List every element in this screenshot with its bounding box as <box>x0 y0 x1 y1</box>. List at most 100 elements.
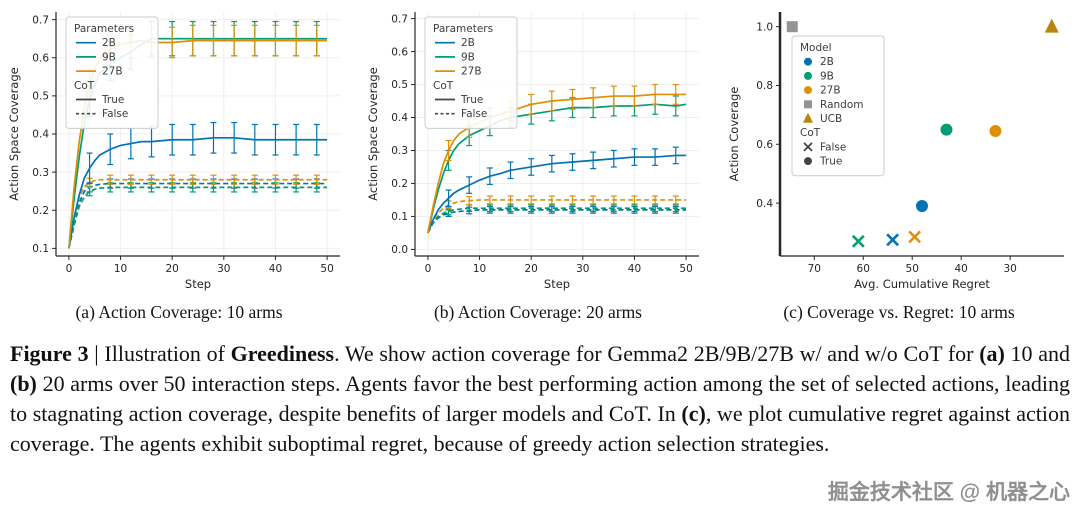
subcaption-c: (c) Coverage vs. Regret: 10 arms <box>783 302 1015 322</box>
svg-text:0.6: 0.6 <box>756 139 773 151</box>
caption-segment: (c) <box>681 400 706 426</box>
svg-text:2B: 2B <box>461 37 475 49</box>
watermark: 掘金技术社区 @ 机器之心 <box>827 481 1070 504</box>
caption-segment: , we plot cumulative regret against acti… <box>10 400 1070 456</box>
svg-text:9B: 9B <box>461 51 475 63</box>
svg-text:0.7: 0.7 <box>391 13 408 25</box>
svg-text:0.7: 0.7 <box>32 14 49 26</box>
svg-text:True: True <box>460 94 483 106</box>
svg-text:0.6: 0.6 <box>391 46 408 58</box>
caption-segment: 10 and <box>1004 341 1070 366</box>
svg-text:50: 50 <box>320 263 333 275</box>
caption-segment: Figure 3 <box>10 341 89 366</box>
subcaption-b: (b) Action Coverage: 20 arms <box>433 302 642 322</box>
svg-text:9B: 9B <box>820 70 834 82</box>
figure-panel-a: 0 10 20 30 40 50 0.1 0.2 0.3 0.4 0.5 0.6 0.7 Step Acti… <box>6 4 352 296</box>
series-27B-CoT-False <box>68 174 328 249</box>
svg-text:40: 40 <box>269 263 282 275</box>
svg-text:20: 20 <box>165 263 178 275</box>
svg-text:False: False <box>102 108 128 120</box>
svg-text:0.2: 0.2 <box>391 178 408 190</box>
svg-text:20: 20 <box>524 263 537 275</box>
figure-panel-c: 70 60 50 40 30 0.4 0.6 0.8 1.0 Avg. Cumulative Re… <box>724 4 1074 296</box>
svg-text:0.6: 0.6 <box>32 52 49 64</box>
caption-segment: 20 arms over 50 interaction steps. Agent… <box>10 370 1070 426</box>
caption-segment: . We show action coverage for Gemma2 2B/… <box>334 341 980 366</box>
caption-segment: Greediness <box>230 341 335 366</box>
svg-text:0.8: 0.8 <box>756 80 773 92</box>
svg-text:27B: 27B <box>102 66 123 78</box>
svg-text:27B: 27B <box>820 85 841 97</box>
svg-text:0.5: 0.5 <box>391 79 408 91</box>
svg-text:True: True <box>819 156 842 168</box>
chart-legend: Parameters 2B 9B 27B CoT True False <box>424 16 518 129</box>
svg-text:Parameters: Parameters <box>74 23 134 35</box>
svg-text:CoT: CoT <box>433 80 454 92</box>
svg-text:Step: Step <box>544 277 570 291</box>
svg-text:0.4: 0.4 <box>756 198 773 210</box>
svg-text:50: 50 <box>906 263 919 275</box>
svg-text:30: 30 <box>1003 263 1016 275</box>
axes: 0 10 20 30 40 50 0.0 0.1 0.2 0.3 0.4 0.5 0.6 0.7 Step A… <box>366 12 699 291</box>
series-9B-CoT-False <box>427 204 687 234</box>
svg-text:Action Space Coverage: Action Space Coverage <box>366 67 380 200</box>
svg-text:2B: 2B <box>820 56 834 68</box>
svg-text:Avg. Cumulative Regret: Avg. Cumulative Regret <box>854 277 990 291</box>
subcaption-a: (a) Action Coverage: 10 arms <box>75 302 283 322</box>
chart-b-canvas: 0 10 20 30 40 50 0.0 0.1 0.2 0.3 0.4 0.5 0.6 0.7 Step A… <box>366 12 699 291</box>
figure-panel-b: 0 10 20 30 40 50 0.0 0.1 0.2 0.3 0.4 0.5 0.6 0.7 Step A… <box>365 4 711 296</box>
svg-text:2B: 2B <box>102 37 116 49</box>
subcaption-row: (a) Action Coverage: 10 arms (b) Action … <box>6 302 1074 323</box>
series-9B-CoT-False <box>68 182 328 249</box>
svg-text:70: 70 <box>808 263 821 275</box>
chart-legend: Parameters 2B 9B 27B CoT True False <box>65 16 159 129</box>
svg-text:Model: Model <box>800 42 832 54</box>
svg-text:0.1: 0.1 <box>391 211 408 223</box>
svg-text:Parameters: Parameters <box>433 23 493 35</box>
svg-text:0.4: 0.4 <box>32 129 49 141</box>
series-2B-CoT-False <box>68 178 328 249</box>
svg-text:False: False <box>461 108 487 120</box>
scatter-points <box>786 18 1059 248</box>
caption-segment: (a) <box>979 341 1005 366</box>
axes: 0 10 20 30 40 50 0.1 0.2 0.3 0.4 0.5 0.6 0.7 Step Acti… <box>7 12 340 291</box>
svg-text:0.3: 0.3 <box>391 145 408 157</box>
svg-text:30: 30 <box>217 263 230 275</box>
svg-text:Step: Step <box>185 277 211 291</box>
svg-text:10: 10 <box>114 263 127 275</box>
svg-text:False: False <box>820 141 846 153</box>
svg-text:Action Coverage: Action Coverage <box>727 87 741 182</box>
series-27B-CoT-False <box>427 195 687 234</box>
svg-text:40: 40 <box>628 263 641 275</box>
svg-text:0.0: 0.0 <box>391 244 408 256</box>
svg-text:CoT: CoT <box>74 80 95 92</box>
svg-text:True: True <box>101 94 124 106</box>
svg-text:Random: Random <box>820 99 863 111</box>
svg-text:CoT: CoT <box>800 127 821 139</box>
svg-text:30: 30 <box>576 263 589 275</box>
svg-text:27B: 27B <box>461 66 482 78</box>
svg-text:10: 10 <box>473 263 486 275</box>
chart-a-canvas: 0 10 20 30 40 50 0.1 0.2 0.3 0.4 0.5 0.6 0.7 Step Acti… <box>7 12 340 291</box>
svg-text:UCB: UCB <box>820 113 842 125</box>
chart-c-canvas: 70 60 50 40 30 0.4 0.6 0.8 1.0 Avg. Cumulative Re… <box>727 12 1064 291</box>
svg-text:60: 60 <box>857 263 870 275</box>
figure-panels: 0 10 20 30 40 50 0.1 0.2 0.3 0.4 0.5 0.6 0.7 Step Acti… <box>6 4 1074 296</box>
svg-text:9B: 9B <box>102 51 116 63</box>
svg-text:0.3: 0.3 <box>32 167 49 179</box>
svg-text:0.1: 0.1 <box>32 243 49 255</box>
caption-segment: | Illustration of <box>88 341 231 366</box>
svg-text:50: 50 <box>679 263 692 275</box>
svg-text:0.5: 0.5 <box>32 91 49 103</box>
svg-text:0.4: 0.4 <box>391 112 408 124</box>
svg-text:40: 40 <box>954 263 967 275</box>
series-2B-CoT-True <box>427 146 687 234</box>
svg-text:0.2: 0.2 <box>32 205 49 217</box>
chart-legend: Model 2B 9B 27B Random UCB CoT False True <box>791 35 885 177</box>
svg-text:0: 0 <box>425 263 432 275</box>
caption-segment: (b) <box>10 370 37 396</box>
svg-text:Action Space Coverage: Action Space Coverage <box>7 67 21 200</box>
series-2B-CoT-True <box>68 121 328 249</box>
svg-text:1.0: 1.0 <box>756 21 773 33</box>
